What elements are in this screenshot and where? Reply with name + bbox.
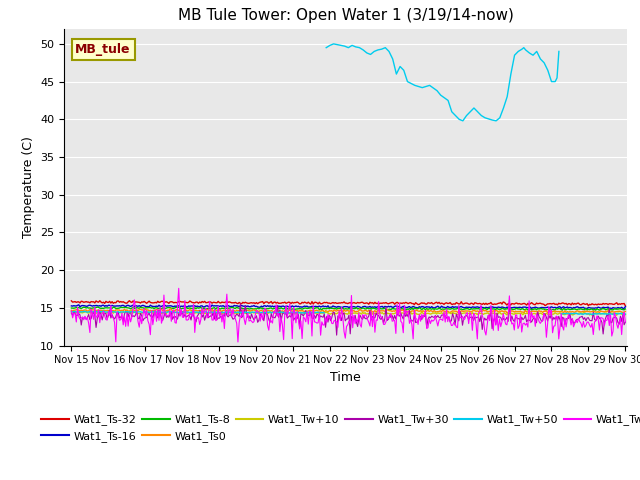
Legend: Wat1_Ts-32, Wat1_Ts-16, Wat1_Ts-8, Wat1_Ts0, Wat1_Tw+10, Wat1_Tw+30, Wat1_Tw+50,: Wat1_Ts-32, Wat1_Ts-16, Wat1_Ts-8, Wat1_… [42, 415, 640, 442]
Y-axis label: Temperature (C): Temperature (C) [22, 136, 35, 238]
Text: MB_tule: MB_tule [76, 43, 131, 56]
Title: MB Tule Tower: Open Water 1 (3/19/14-now): MB Tule Tower: Open Water 1 (3/19/14-now… [178, 9, 513, 24]
X-axis label: Time: Time [330, 371, 361, 384]
